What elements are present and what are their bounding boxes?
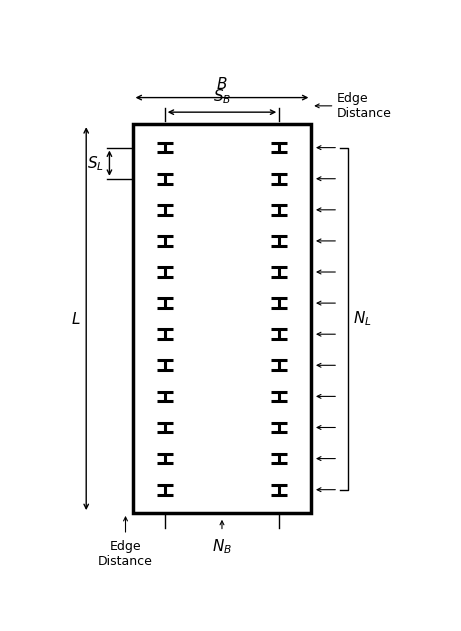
Text: $L$: $L$ xyxy=(71,310,81,327)
Text: $S_L$: $S_L$ xyxy=(87,154,104,172)
Text: $S_B$: $S_B$ xyxy=(213,88,231,107)
Text: $N_L$: $N_L$ xyxy=(353,309,372,328)
Text: $B$: $B$ xyxy=(216,76,228,91)
Text: $N_B$: $N_B$ xyxy=(212,538,232,556)
Bar xyxy=(133,124,311,513)
Text: Edge
Distance: Edge Distance xyxy=(337,92,392,120)
Text: Edge
Distance: Edge Distance xyxy=(98,540,153,568)
